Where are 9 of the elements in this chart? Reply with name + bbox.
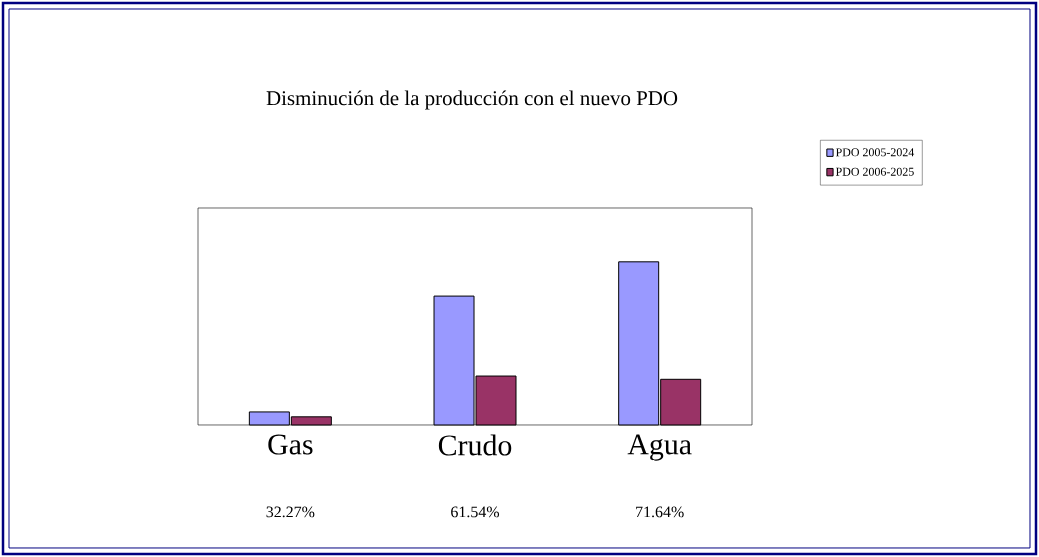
legend-label: PDO 2006-2025 <box>835 167 914 176</box>
text: 61.54% <box>451 506 500 518</box>
chart-title: Disminución de la producción con el nuevo PDO <box>266 90 678 110</box>
text: 71.64% <box>636 506 684 518</box>
x-tick-label: Crudo <box>438 434 512 456</box>
text: 32.27% <box>266 506 315 518</box>
x-tick-label: Agua <box>627 434 692 461</box>
x-tick-label: Gas <box>268 434 313 455</box>
legend-label: PDO 2005-2024 <box>835 148 915 157</box>
